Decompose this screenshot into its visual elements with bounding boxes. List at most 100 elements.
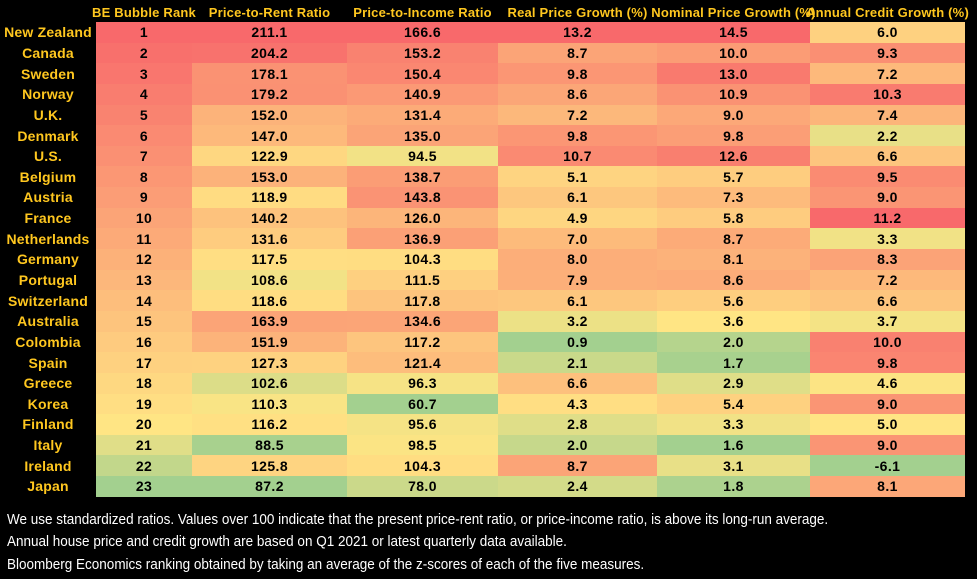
- heatmap-cell: 96.3: [347, 372, 498, 394]
- heatmap-cell: 7.2: [810, 269, 965, 291]
- footnotes: We use standardized ratios. Values over …: [7, 509, 919, 576]
- heatmap-cell: 6: [96, 125, 192, 146]
- heatmap-cell: 108.6: [192, 269, 347, 291]
- heatmap-cell: 102.6: [192, 372, 347, 394]
- footnote-line: Bloomberg Economics ranking obtained by …: [7, 555, 645, 573]
- heatmap-cell: 179.2: [192, 83, 347, 105]
- country-label: Belgium: [19, 168, 77, 185]
- heatmap-cell: 7: [96, 145, 192, 167]
- heatmap-cell: 10.9: [657, 83, 810, 105]
- heatmap-cell: 8.7: [498, 42, 657, 64]
- heatmap-cell: 6.1: [498, 290, 657, 311]
- heatmap-cell: 2.4: [498, 476, 657, 497]
- heatmap-cell: 20: [96, 414, 192, 435]
- heatmap-cell: 204.2: [192, 42, 347, 64]
- heatmap-cell: 95.6: [347, 414, 498, 435]
- heatmap-cell: 11: [96, 228, 192, 250]
- heatmap-cell: 14: [96, 290, 192, 311]
- heatmap-cell: 18: [96, 372, 192, 394]
- heatmap-cell: 9.0: [810, 434, 965, 456]
- heatmap-cell: 5.6: [657, 290, 810, 311]
- heatmap-cell: 211.1: [192, 22, 347, 43]
- heatmap-cell: 10.0: [810, 331, 965, 353]
- heatmap-cell: 9.3: [810, 42, 965, 64]
- heatmap-cell: 9.5: [810, 166, 965, 188]
- heatmap-cell: 7.3: [657, 187, 810, 208]
- heatmap-cell: 140.9: [347, 83, 498, 105]
- corner-cell: [0, 0, 96, 22]
- heatmap-cell: 7.2: [498, 104, 657, 126]
- heatmap-cell: 8.7: [657, 228, 810, 250]
- column-header: Real Price Growth (%): [507, 5, 648, 20]
- heatmap-cell: 7.9: [498, 269, 657, 291]
- heatmap-cell: 9.8: [657, 125, 810, 146]
- heatmap-cell: 104.3: [347, 249, 498, 270]
- heatmap-cell: 143.8: [347, 187, 498, 208]
- heatmap-cell: 2: [96, 42, 192, 64]
- heatmap-cell: 12.6: [657, 145, 810, 167]
- heatmap-cell: 13.2: [498, 22, 657, 43]
- heatmap-cell: 135.0: [347, 125, 498, 146]
- heatmap-cell: 94.5: [347, 145, 498, 167]
- heatmap-cell: 5.0: [810, 414, 965, 435]
- country-label: Spain: [28, 354, 68, 371]
- heatmap-cell: 9.0: [810, 187, 965, 208]
- heatmap-cell: 4: [96, 83, 192, 105]
- heatmap-cell: 2.9: [657, 372, 810, 394]
- heatmap-cell: 116.2: [192, 414, 347, 435]
- heatmap-cell: 131.4: [347, 104, 498, 126]
- heatmap-cell: 2.2: [810, 125, 965, 146]
- heatmap-cell: 78.0: [347, 476, 498, 497]
- heatmap-cell: 5.1: [498, 166, 657, 188]
- heatmap-cell: 3: [96, 63, 192, 84]
- heatmap-cell: 4.6: [810, 372, 965, 394]
- heatmap-cell: 110.3: [192, 393, 347, 415]
- heatmap-cell: 6.0: [810, 22, 965, 43]
- heatmap-cell: 8.1: [810, 476, 965, 497]
- heatmap-cell: 60.7: [347, 393, 498, 415]
- heatmap-cell: 6.6: [810, 290, 965, 311]
- heatmap-cell: 14.5: [657, 22, 810, 43]
- heatmap-cell: 23: [96, 476, 192, 497]
- heatmap-cell: 121.4: [347, 352, 498, 373]
- heatmap-cell: 8.1: [657, 249, 810, 270]
- heatmap-cell: 9.0: [810, 393, 965, 415]
- heatmap-cell: 9.0: [657, 104, 810, 126]
- heatmap-cell: 88.5: [192, 434, 347, 456]
- country-label: Korea: [27, 395, 69, 412]
- heatmap-cell: 125.8: [192, 455, 347, 477]
- heatmap-cell: 3.7: [810, 310, 965, 332]
- heatmap-cell: 1.7: [657, 352, 810, 373]
- heatmap-cell: 5.4: [657, 393, 810, 415]
- country-label: Australia: [17, 313, 79, 330]
- country-label: U.K.: [33, 106, 63, 123]
- heatmap-cell: 15: [96, 310, 192, 332]
- heatmap-cell: 4.9: [498, 207, 657, 229]
- heatmap-cell: 6.6: [810, 145, 965, 167]
- column-header: Annual Credit Growth (%): [806, 5, 969, 20]
- heatmap-cell: 2.1: [498, 352, 657, 373]
- heatmap-cell: 1: [96, 22, 192, 43]
- heatmap-cell: 6.6: [498, 372, 657, 394]
- heatmap-cell: 134.6: [347, 310, 498, 332]
- heatmap-cell: 8.6: [657, 269, 810, 291]
- heatmap-cell: 138.7: [347, 166, 498, 188]
- heatmap-cell: 126.0: [347, 207, 498, 229]
- heatmap-cell: 22: [96, 455, 192, 477]
- heatmap-cell: 0.9: [498, 331, 657, 353]
- heatmap-cell: 5.7: [657, 166, 810, 188]
- heatmap-cell: 2.0: [498, 434, 657, 456]
- heatmap-cell: 7.2: [810, 63, 965, 84]
- country-label: Austria: [23, 189, 73, 206]
- heatmap-cell: 8: [96, 166, 192, 188]
- country-label: Switzerland: [8, 292, 88, 309]
- heatmap-cell: -6.1: [810, 455, 965, 477]
- heatmap-cell: 1.8: [657, 476, 810, 497]
- heatmap-cell: 3.2: [498, 310, 657, 332]
- country-label: Ireland: [24, 457, 72, 474]
- country-label: Greece: [23, 375, 73, 392]
- heatmap-cell: 104.3: [347, 455, 498, 477]
- heatmap-cell: 10.0: [657, 42, 810, 64]
- heatmap-cell: 19: [96, 393, 192, 415]
- heatmap-cell: 117.5: [192, 249, 347, 270]
